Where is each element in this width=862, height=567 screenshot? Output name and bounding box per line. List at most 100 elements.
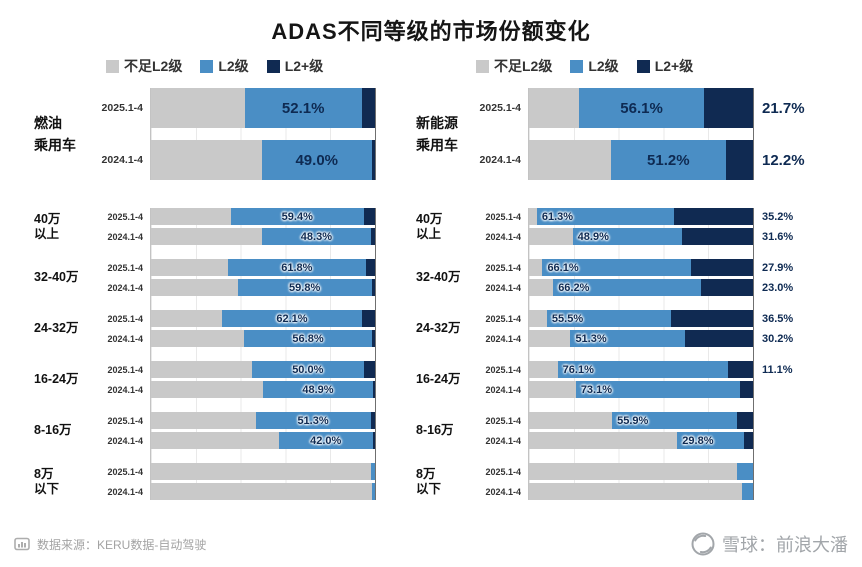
plot-area: 56.1% 51.2% (528, 88, 754, 180)
band-label: 8万 以下 (416, 463, 472, 500)
l2plus-value-label: 23.0% (762, 281, 794, 294)
legend-label: 不足L2级 (494, 58, 553, 74)
l2-value-label: 66.1% (547, 261, 579, 274)
legend-label: L2+级 (654, 58, 694, 74)
l2-value-label: 55.5% (551, 312, 584, 325)
legend-label: 不足L2级 (124, 58, 183, 74)
segment-l2 (370, 463, 375, 480)
segment-l2: 51.3% (570, 330, 686, 347)
stacked-bar: 61.3% (529, 208, 753, 225)
segment-below-l2 (529, 432, 678, 449)
data-source-text: 数据来源：KERU数据-自动驾驶 (37, 537, 207, 552)
period-label: 2024.1-4 (107, 384, 143, 395)
stacked-bar: 42.0% (151, 432, 375, 449)
period-label: 2025.1-4 (101, 102, 143, 114)
stacked-bar: 51.2% (529, 140, 753, 180)
l2plus-value-label (376, 330, 402, 347)
segment-l2plus (370, 412, 375, 429)
band-label-line: 40万 (416, 212, 443, 227)
l2-value-label: 42.0% (310, 434, 342, 447)
period-label: 2024.1-4 (485, 282, 521, 293)
segment-l2: 48.9% (572, 228, 683, 245)
stacked-bar: 29.8% (529, 432, 753, 449)
segment-below-l2 (529, 310, 547, 327)
group-label-line: 新能源 (416, 115, 458, 131)
segment-l2plus (674, 208, 753, 225)
legend-swatch-gray (476, 59, 489, 73)
segment-l2: 66.1% (542, 259, 691, 276)
segment-l2: 50.0% (251, 361, 364, 378)
legend-swatch-l2plus (266, 59, 280, 73)
segment-below-l2 (529, 381, 576, 398)
legend-label: L2+级 (284, 58, 324, 74)
data-source: 数据来源：KERU数据-自动驾驶 (14, 536, 206, 553)
stacked-bar: 48.9% (151, 381, 375, 398)
period-label: 2025.1-4 (485, 262, 521, 273)
segment-below-l2 (529, 279, 554, 296)
period-label: 2025.1-4 (485, 313, 521, 324)
l2-value-label: 48.3% (300, 230, 332, 243)
footer: 数据来源：KERU数据-自动驾驶 雪球：前浪大潘 (0, 531, 862, 557)
segment-l2plus (682, 228, 753, 245)
period-label: 2024.1-4 (101, 154, 143, 166)
l2plus-value-label: 36.5% (762, 312, 794, 325)
l2-value-label: 55.9% (617, 414, 649, 427)
period-label: 2024.1-4 (107, 333, 143, 344)
period-label: 2025.1-4 (107, 313, 143, 324)
l2plus-value-label: 11.1% (762, 363, 793, 376)
period-label: 2024.1-4 (485, 333, 521, 344)
segment-below-l2 (151, 228, 263, 245)
l2plus-value-label: 30.2% (762, 332, 794, 345)
band-label-line: 32-40万 (34, 270, 79, 285)
l2plus-value-label (376, 361, 402, 378)
segment-l2: 48.9% (263, 381, 373, 398)
l2plus-value-label (376, 463, 402, 480)
plot-area: 59.4% 48.3% 61.8% 59.8% 62.1% 56.8% 50.0% 48.9%… (150, 208, 376, 500)
stacked-bar: 73.1% (529, 381, 753, 398)
l2plus-value-label (376, 381, 402, 398)
band-label-line: 以上 (34, 226, 60, 241)
band-label: 32-40万 (34, 259, 94, 296)
band-label: 40万 以上 (416, 208, 472, 245)
band-label-line: 40万 (34, 212, 61, 227)
period-label: 2025.1-4 (485, 415, 521, 426)
period-label: 2024.1-4 (107, 435, 143, 446)
band-label-line: 8万 (416, 467, 436, 482)
segment-below-l2 (529, 412, 613, 429)
segment-l2plus (366, 259, 375, 276)
segment-l2: 59.4% (230, 208, 364, 225)
legend-item: L2+级 (636, 56, 694, 76)
band-label: 32-40万 (416, 259, 472, 296)
group-label-line: 乘用车 (34, 137, 76, 153)
plot-area: 52.1% 49.0% (150, 88, 376, 180)
l2-value-label: 59.8% (289, 281, 321, 294)
segment-below-l2 (529, 88, 579, 128)
segment-l2plus (370, 228, 375, 245)
period-column: 2025.1-4 2024.1-4 2025.1-4 2024.1-4 2025.1-4… (472, 208, 528, 500)
segment-l2: 66.2% (553, 279, 702, 296)
segment-l2: 61.3% (536, 208, 675, 225)
segment-l2: 55.9% (612, 412, 738, 429)
l2plus-value-label (376, 208, 402, 225)
segment-l2: 51.3% (255, 412, 371, 429)
segment-l2plus (725, 140, 753, 180)
segment-l2: 55.5% (546, 310, 672, 327)
l2-value-label: 48.9% (302, 383, 334, 396)
chart-panels: 不足L2级 L2级 L2+级 燃油 乘用车 2025.1-4 2024.1-4 52.1% 49… (0, 54, 862, 500)
l2-value-label: 51.3% (575, 332, 607, 345)
overall-chart: 新能源 乘用车 2025.1-4 2024.1-4 56.1% 51.2% 21.7% 12.… (416, 88, 854, 180)
outside-label-column (376, 88, 402, 180)
segment-l2: 29.8% (677, 432, 745, 449)
band-label: 40万 以上 (34, 208, 94, 245)
l2-value-label: 29.8% (682, 434, 714, 447)
legend-item: 不足L2级 (106, 56, 182, 76)
l2plus-value-label (376, 88, 402, 128)
period-label: 2024.1-4 (479, 154, 521, 166)
segment-below-l2 (151, 88, 245, 128)
segment-l2plus (728, 361, 753, 378)
segment-l2: 59.8% (237, 279, 372, 296)
stacked-bar: 50.0% (151, 361, 375, 378)
snowball-logo-icon (691, 532, 715, 556)
stacked-bar (529, 483, 753, 500)
outside-label-column: 21.7% 12.2% (754, 88, 820, 180)
